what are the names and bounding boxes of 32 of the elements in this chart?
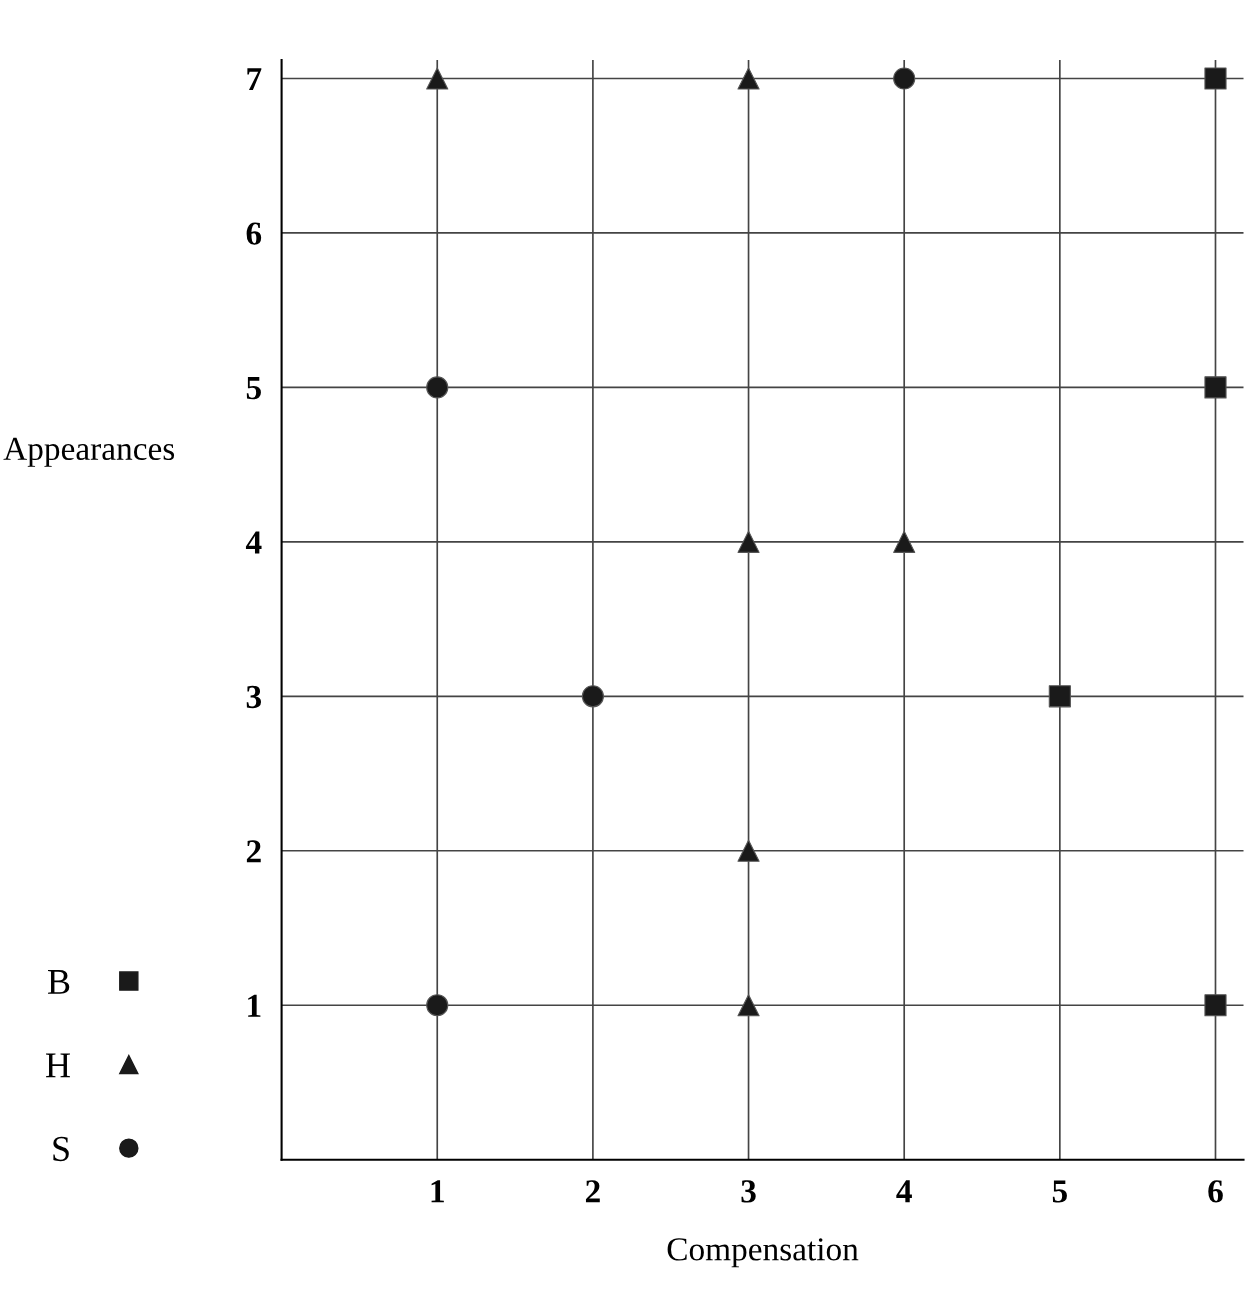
legend-label: B — [47, 970, 70, 994]
x-tick-label: 4 — [896, 1180, 912, 1203]
point — [426, 994, 449, 1017]
x-tick-label: 3 — [741, 1180, 756, 1203]
point — [581, 685, 604, 708]
x-tick-label: 2 — [585, 1180, 600, 1203]
point — [737, 994, 760, 1017]
point — [426, 376, 449, 399]
y-tick-label: 5 — [246, 377, 261, 400]
legend-label: S — [53, 1136, 69, 1162]
x-axis-title: Compensation — [667, 1238, 859, 1268]
point — [737, 530, 760, 553]
y-tick-label: 1 — [248, 994, 261, 1017]
legend-label: H — [46, 1053, 70, 1078]
y-tick-label: 2 — [246, 840, 261, 863]
point — [1204, 67, 1227, 90]
x-tick-label: 5 — [1052, 1180, 1067, 1203]
x-tick-label: 1 — [431, 1180, 444, 1203]
point — [893, 67, 916, 90]
y-tick-label: 7 — [247, 68, 262, 91]
y-tick-label: 6 — [246, 222, 262, 245]
point — [737, 67, 760, 90]
point — [1204, 376, 1227, 399]
point — [1048, 685, 1071, 708]
point — [893, 530, 916, 553]
y-tick-label: 3 — [246, 685, 262, 709]
x-tick-label: 6 — [1208, 1180, 1223, 1203]
point — [1204, 994, 1227, 1017]
point — [737, 839, 760, 862]
y-axis-title: Appearances — [3, 437, 175, 467]
y-tick-label: 4 — [245, 531, 262, 554]
point — [426, 67, 449, 90]
